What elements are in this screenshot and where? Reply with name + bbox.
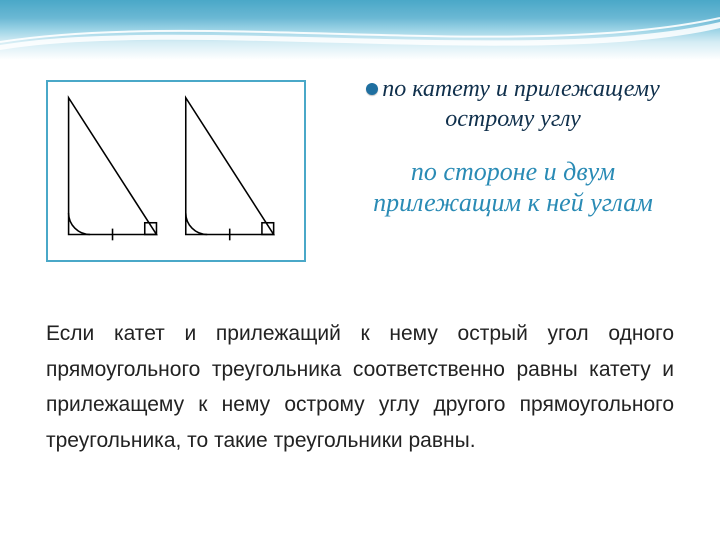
heading-primary-text: по катету и прилежащему острому углу	[382, 76, 660, 132]
slide-content: по катету и прилежащему острому углу по …	[0, 60, 720, 540]
triangles-diagram	[46, 80, 306, 262]
theorem-text: Если катет и прилежащий к нему острый уг…	[46, 316, 674, 459]
heading-secondary: по стороне и двум прилежащим к ней углам	[338, 156, 688, 218]
bullet-icon	[366, 83, 378, 95]
header-swoosh	[0, 10, 720, 60]
heading-block: по катету и прилежащему острому углу по …	[338, 74, 688, 218]
heading-primary: по катету и прилежащему острому углу	[338, 74, 688, 134]
